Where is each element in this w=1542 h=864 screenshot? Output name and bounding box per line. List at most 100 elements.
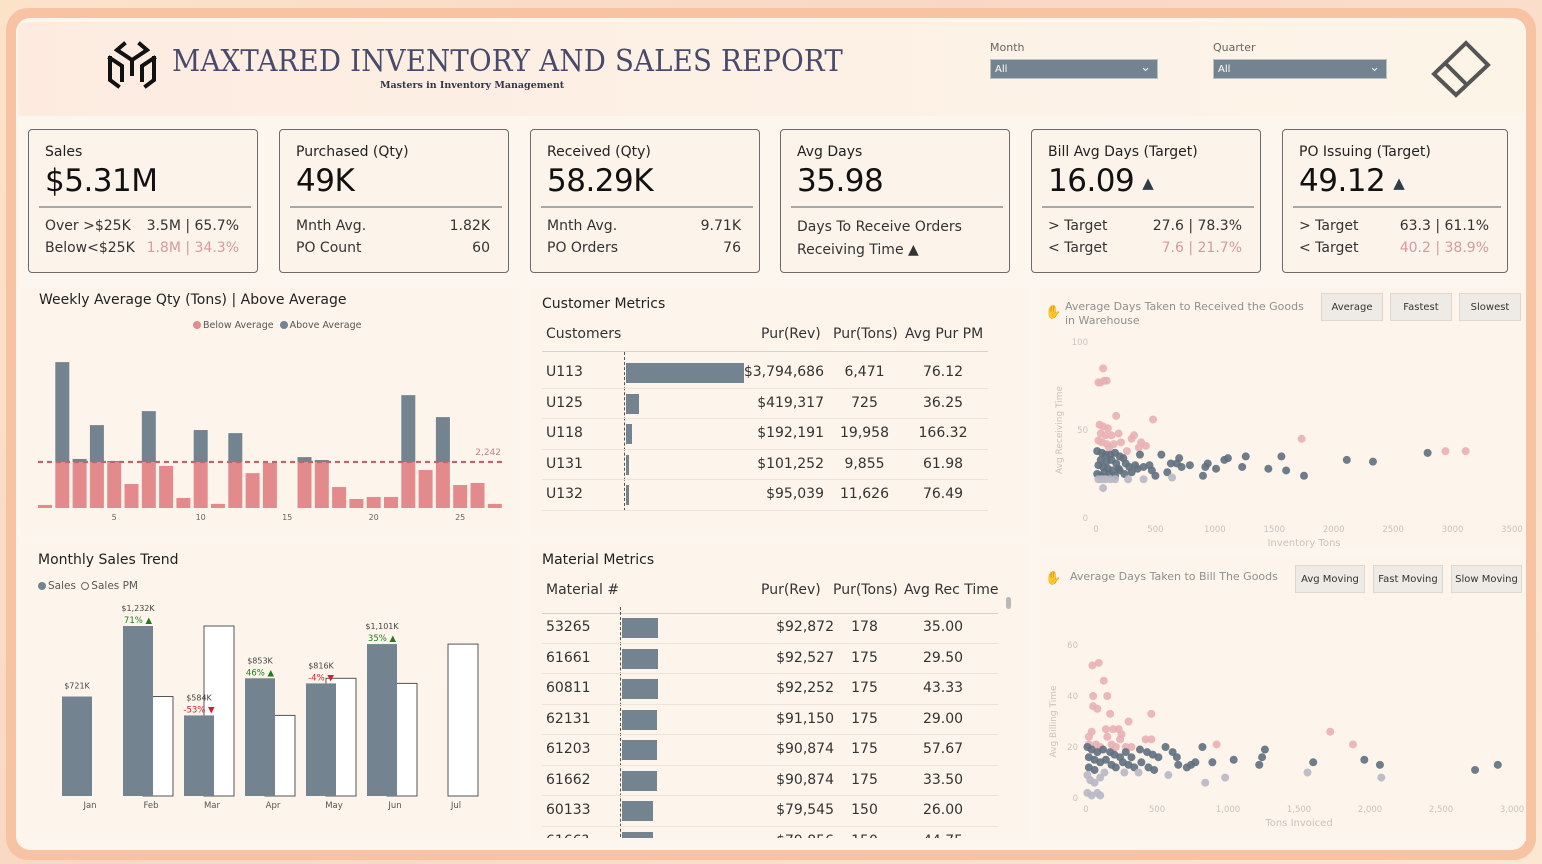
table-row[interactable]: 61662 $90,874 175 33.50 <box>542 766 998 796</box>
kpi-row: > Target 27.6 | 78.3% <box>1048 218 1242 234</box>
col-header-material[interactable]: Material # <box>546 582 620 598</box>
scatter-point <box>1124 717 1133 726</box>
slowest-button[interactable]: Slowest <box>1459 293 1521 321</box>
sales-bar <box>367 644 397 796</box>
row-avg: 57.67 <box>922 741 964 757</box>
sales-bar <box>245 678 275 796</box>
table-row[interactable]: U131 $101,252 9,855 61.98 <box>542 450 988 480</box>
monthly-chart-legend: Sales Sales PM <box>38 580 138 592</box>
x-tick-label: 1000 <box>1204 525 1226 535</box>
bar-above-average <box>55 362 70 462</box>
x-tick-label: 5 <box>112 513 117 522</box>
change-label: 71% ▲ <box>124 616 153 626</box>
y-tick-label: 100 <box>1072 338 1088 348</box>
table-row[interactable]: U125 $419,317 725 36.25 <box>542 389 988 419</box>
row-id: U113 <box>546 364 583 380</box>
scatter-point <box>1096 791 1105 800</box>
month-tick-label: Apr <box>266 801 281 811</box>
quarter-filter-label: Quarter <box>1213 41 1256 54</box>
table-header: Material # Pur(Rev) Pur(Tons) Avg Rec Ti… <box>542 578 998 614</box>
table-row[interactable]: 60133 $79,545 150 26.00 <box>542 796 998 827</box>
scatter-point <box>1099 364 1108 373</box>
bar-below-average <box>366 496 381 508</box>
table-row[interactable]: 53265 $92,872 178 35.00 <box>542 613 998 644</box>
table-row[interactable]: U118 $192,191 19,958 166.32 <box>542 419 988 450</box>
table-row[interactable]: 60811 $92,252 175 43.33 <box>542 674 998 705</box>
scatter-point <box>1198 743 1207 751</box>
col-header-pur-rev[interactable]: Pur(Rev) <box>761 582 821 598</box>
kpi-row-label: > Target <box>1299 218 1359 234</box>
x-tick-label: 2000 <box>1323 525 1345 535</box>
col-header-pur-tons[interactable]: Pur(Tons) <box>833 582 898 598</box>
legend-above-marker <box>279 321 288 329</box>
average-label: 2,242 <box>475 448 501 458</box>
table-row[interactable]: 61203 $90,874 175 57.67 <box>542 735 998 766</box>
hand-pointer-icon[interactable]: ✋ <box>1045 571 1062 586</box>
scatter-point <box>1099 676 1108 685</box>
bar-below-average <box>262 462 277 508</box>
scatter-point <box>1089 692 1098 700</box>
row-tons: 178 <box>851 619 878 635</box>
table-row[interactable]: 6166? $79,85615044.75 <box>542 827 998 839</box>
kpi-row: Over >$25K 3.5M | 65.7% <box>45 218 239 234</box>
table-row[interactable]: U113 $3,794,686 6,471 76.12 <box>542 358 988 389</box>
kpi-row: < Target 7.6 | 21.7% <box>1048 240 1242 256</box>
fast-moving-button[interactable]: Fast Moving <box>1373 565 1443 593</box>
scatter-point <box>1150 765 1159 774</box>
scatter-point <box>1191 758 1200 767</box>
scatter-point <box>1166 459 1175 468</box>
scatter-point <box>1114 464 1123 473</box>
row-tons: 150 <box>851 802 878 818</box>
kpi-row-label: PO Orders <box>547 240 618 256</box>
quarter-dropdown[interactable]: All ⌄ <box>1213 59 1387 79</box>
table-scrollbar[interactable] <box>1006 597 1011 609</box>
row-avg: 44.75 <box>897 833 989 839</box>
table-row[interactable]: 61661 $92,527 175 29.50 <box>542 644 998 674</box>
avg-moving-button[interactable]: Avg Moving <box>1295 565 1365 593</box>
scatter-point <box>1103 732 1112 741</box>
legend-sales-label: Sales <box>48 580 76 592</box>
row-id: U131 <box>546 455 583 472</box>
row-tons: 150 <box>827 833 902 839</box>
x-tick-label: 1500 <box>1263 525 1285 535</box>
col-header-pur-tons[interactable]: Pur(Tons) <box>833 326 898 342</box>
scatter-point <box>1303 768 1312 777</box>
kpi-card-bill-avg-days: Bill Avg Days (Target) 16.09 ▲ > Target 27… <box>1031 129 1261 273</box>
sales-pm-bar <box>447 643 479 797</box>
x-tick-label: 25 <box>455 513 465 522</box>
bar-above-average <box>435 417 450 462</box>
table-row[interactable]: 62131 $91,150 175 29.00 <box>542 705 998 735</box>
scatter-point <box>1423 448 1432 457</box>
row-rev: $91,150 <box>776 710 834 727</box>
row-rev: $192,191 <box>757 425 824 441</box>
x-tick-label: 20 <box>369 513 379 522</box>
scatter-point <box>1172 753 1181 762</box>
change-label: -53% ▼ <box>183 705 215 715</box>
kpi-row: < Target 40.2 | 38.9% <box>1299 240 1489 256</box>
table-row[interactable]: U132 $95,039 11,626 76.49 <box>542 480 988 511</box>
kpi-row-label: Mnth Avg. <box>296 218 367 234</box>
row-rev: $92,527 <box>776 649 834 666</box>
scatter-point <box>1157 450 1166 459</box>
hand-pointer-icon[interactable]: ✋ <box>1045 305 1062 320</box>
col-header-avg-rec-time[interactable]: Avg Rec Time <box>904 582 998 598</box>
bar-below-average <box>470 482 485 508</box>
col-header-avg-pur-pm[interactable]: Avg Pur PM <box>905 326 984 342</box>
bill-scatter-panel <box>1040 557 1526 841</box>
kpi-value: 35.98 <box>797 163 884 199</box>
weekly-chart-title: Weekly Average Qty (Tons) | Above Averag… <box>39 292 347 308</box>
average-button[interactable]: Average <box>1321 293 1383 321</box>
kpi-row-label: Below<$25K <box>45 240 135 256</box>
kpi-card-received: Received (Qty) 58.29K Mnth Avg. 9.71K PO … <box>530 129 760 273</box>
row-id: 61662 <box>546 771 591 788</box>
scatter-point <box>1134 768 1143 777</box>
scatter-point <box>1348 740 1357 749</box>
col-header-pur-rev[interactable]: Pur(Rev) <box>761 326 821 342</box>
month-dropdown[interactable]: All ⌄ <box>990 59 1158 79</box>
row-tons: 175 <box>851 649 878 666</box>
fastest-button[interactable]: Fastest <box>1390 293 1452 321</box>
slow-moving-button[interactable]: Slow Moving <box>1451 565 1522 593</box>
col-header-customers[interactable]: Customers <box>546 326 622 342</box>
material-metrics-table: Material # Pur(Rev) Pur(Tons) Avg Rec Ti… <box>542 578 998 838</box>
row-id: 61203 <box>546 741 591 757</box>
